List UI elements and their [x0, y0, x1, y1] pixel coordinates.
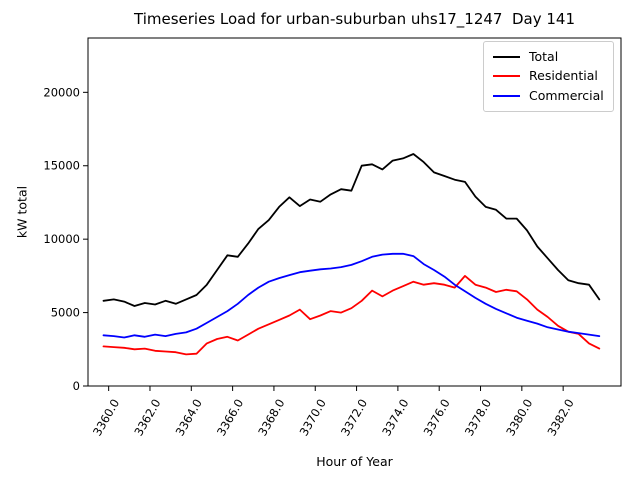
y-tick-label: 0	[73, 379, 80, 393]
x-tick-label: 3370.0	[297, 397, 329, 439]
x-tick-label: 3368.0	[255, 397, 287, 439]
y-tick-label: 5000	[51, 306, 80, 320]
x-axis-label: Hour of Year	[316, 454, 393, 469]
legend-entry-commercial: Commercial	[493, 87, 604, 103]
x-tick-label: 3378.0	[462, 397, 494, 439]
x-tick-label: 3376.0	[421, 397, 453, 439]
legend-label-commercial: Commercial	[529, 87, 604, 103]
y-tick-label: 20000	[43, 85, 80, 99]
chart-title: Timeseries Load for urban-suburban uhs17…	[134, 10, 575, 28]
x-tick-label: 3382.0	[545, 397, 577, 439]
legend-entry-residential: Residential	[493, 70, 604, 83]
plot-border	[87, 37, 622, 387]
total-line-sample	[493, 55, 520, 58]
legend: Total Residential Commercial	[483, 41, 614, 112]
y-tick-label: 10000	[43, 232, 80, 246]
legend-label-total: Total	[529, 48, 559, 64]
x-tick-label: 3380.0	[503, 397, 535, 439]
series-line-residential	[102, 274, 601, 356]
x-tick-label: 3372.0	[338, 397, 370, 439]
x-tick-label: 3366.0	[214, 397, 246, 439]
legend-label-residential: Residential	[529, 68, 598, 84]
legend-entry-total: Total	[493, 48, 604, 64]
x-tick-label: 3364.0	[173, 397, 205, 439]
series-line-commercial	[102, 252, 601, 339]
x-tick-label: 3374.0	[379, 397, 411, 439]
commercial-line-sample	[493, 95, 520, 98]
x-tick-label: 3360.0	[90, 397, 122, 439]
residential-line-sample	[493, 75, 520, 78]
series-line-total	[102, 153, 601, 307]
x-tick-label: 3362.0	[131, 397, 163, 439]
y-tick-label: 15000	[43, 159, 80, 173]
